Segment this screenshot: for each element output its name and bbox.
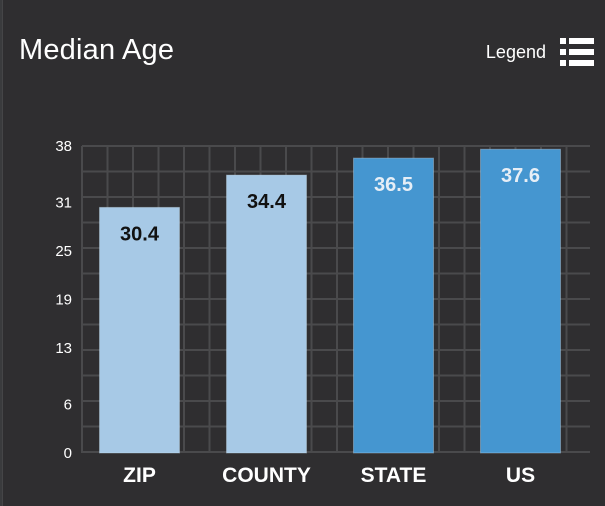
- legend-label: Legend: [485, 41, 546, 62]
- bar-state: [353, 157, 434, 454]
- y-tick-label: 6: [64, 397, 72, 414]
- bar-county: [226, 174, 307, 454]
- y-tick-label: 25: [55, 243, 72, 260]
- y-tick-label: 13: [55, 340, 72, 357]
- bar-zip: [99, 206, 180, 454]
- y-tick-label: 31: [55, 195, 72, 212]
- y-tick-label: 19: [55, 292, 72, 309]
- data-label-county: 34.4: [247, 191, 287, 213]
- list-icon: [560, 38, 594, 66]
- legend-button[interactable]: Legend: [486, 38, 594, 66]
- data-label-zip: 30.4: [120, 223, 160, 245]
- x-tick-label-county: COUNTY: [222, 464, 311, 487]
- x-tick-label-us: US: [506, 464, 535, 487]
- data-label-state: 36.5: [374, 174, 413, 196]
- data-label-us: 37.6: [501, 165, 540, 187]
- x-tick-label-zip: ZIP: [123, 464, 156, 487]
- x-tick-label-state: STATE: [361, 464, 427, 487]
- bar-us: [480, 148, 561, 454]
- chart-title: Median Age: [19, 34, 175, 66]
- y-tick-label: 0: [64, 445, 72, 462]
- y-tick-label: 38: [55, 138, 72, 155]
